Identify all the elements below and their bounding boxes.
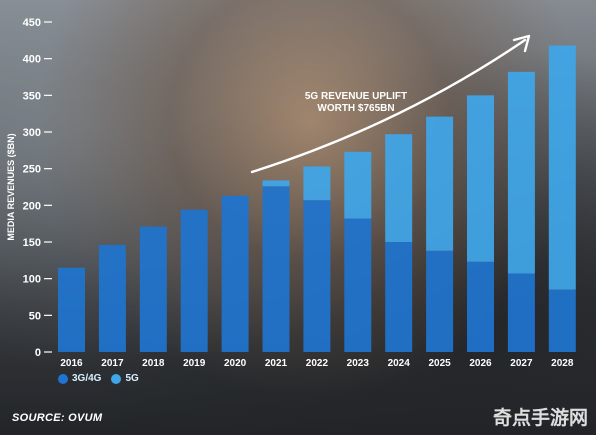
x-tick-label: 2021 <box>265 358 288 369</box>
bar-3g4g-2019 <box>180 209 208 352</box>
source-note: SOURCE: OVUM <box>12 412 103 424</box>
y-tick-label: 50 <box>29 310 41 322</box>
bar-3g4g-2020 <box>221 195 249 352</box>
bar-3g4g-2021 <box>262 186 290 352</box>
y-axis-title: MEDIA REVENUES ($BN) <box>6 133 16 240</box>
bar-3g4g-2023 <box>344 218 372 352</box>
bar-5g-2028 <box>548 45 576 290</box>
bar-5g-2022 <box>303 166 331 201</box>
y-tick-label: 150 <box>23 237 41 249</box>
x-tick-label: 2016 <box>60 358 83 369</box>
bar-5g-2025 <box>426 116 454 251</box>
legend-label-5g: 5G <box>125 373 139 384</box>
y-tick-label: 250 <box>23 164 41 176</box>
x-tick-label: 2023 <box>347 358 370 369</box>
legend-item-3g4g: 3G/4G <box>58 373 101 384</box>
x-tick-label: 2024 <box>388 358 411 369</box>
x-tick-label: 2027 <box>510 358 533 369</box>
bar-3g4g-2027 <box>507 273 535 352</box>
legend: 3G/4G 5G <box>58 373 139 384</box>
y-tick-label: 400 <box>23 54 41 66</box>
uplift-arrow <box>250 38 527 174</box>
x-tick-label: 2020 <box>224 358 247 369</box>
bar-5g-2027 <box>507 71 535 274</box>
bar-3g4g-2025 <box>426 250 454 352</box>
legend-item-5g: 5G <box>111 373 139 384</box>
y-tick-label: 300 <box>23 127 41 139</box>
y-tick-label: 100 <box>23 274 41 286</box>
bar-3g4g-2016 <box>58 267 85 352</box>
legend-swatch-3g4g <box>58 373 68 384</box>
bar-3g4g-2018 <box>139 226 167 352</box>
bar-5g-2023 <box>344 151 372 219</box>
bar-5g-2024 <box>385 134 413 242</box>
bar-3g4g-2022 <box>303 200 331 352</box>
x-tick-label: 2025 <box>428 358 451 369</box>
bar-3g4g-2026 <box>467 261 494 352</box>
uplift-annotation-line: 5G REVENUE UPLIFT <box>305 91 407 102</box>
x-tick-label: 2019 <box>183 358 206 369</box>
uplift-annotation-line: WORTH $765BN <box>317 103 394 114</box>
x-tick-label: 2022 <box>306 358 329 369</box>
x-tick-label: 2018 <box>142 358 165 369</box>
legend-label-3g4g: 3G/4G <box>72 373 102 384</box>
y-tick-label: 0 <box>35 347 41 359</box>
bar-3g4g-2017 <box>98 244 126 352</box>
y-tick-label: 450 <box>23 17 41 29</box>
y-tick-label: 350 <box>23 90 41 102</box>
uplift-arrow-head <box>512 34 531 53</box>
bar-3g4g-2024 <box>385 242 413 352</box>
x-tick-label: 2026 <box>469 358 492 369</box>
x-tick-label: 2028 <box>551 358 574 369</box>
bar-3g4g-2028 <box>548 289 576 352</box>
y-tick-label: 200 <box>23 200 41 212</box>
bar-5g-2021 <box>262 180 290 187</box>
legend-swatch-5g <box>111 373 122 384</box>
watermark: 奇点手游网 <box>492 408 588 429</box>
x-tick-label: 2017 <box>101 358 124 369</box>
uplift-annotation: 5G REVENUE UPLIFT WORTH $765BN <box>305 91 407 114</box>
bar-5g-2026 <box>467 95 494 262</box>
